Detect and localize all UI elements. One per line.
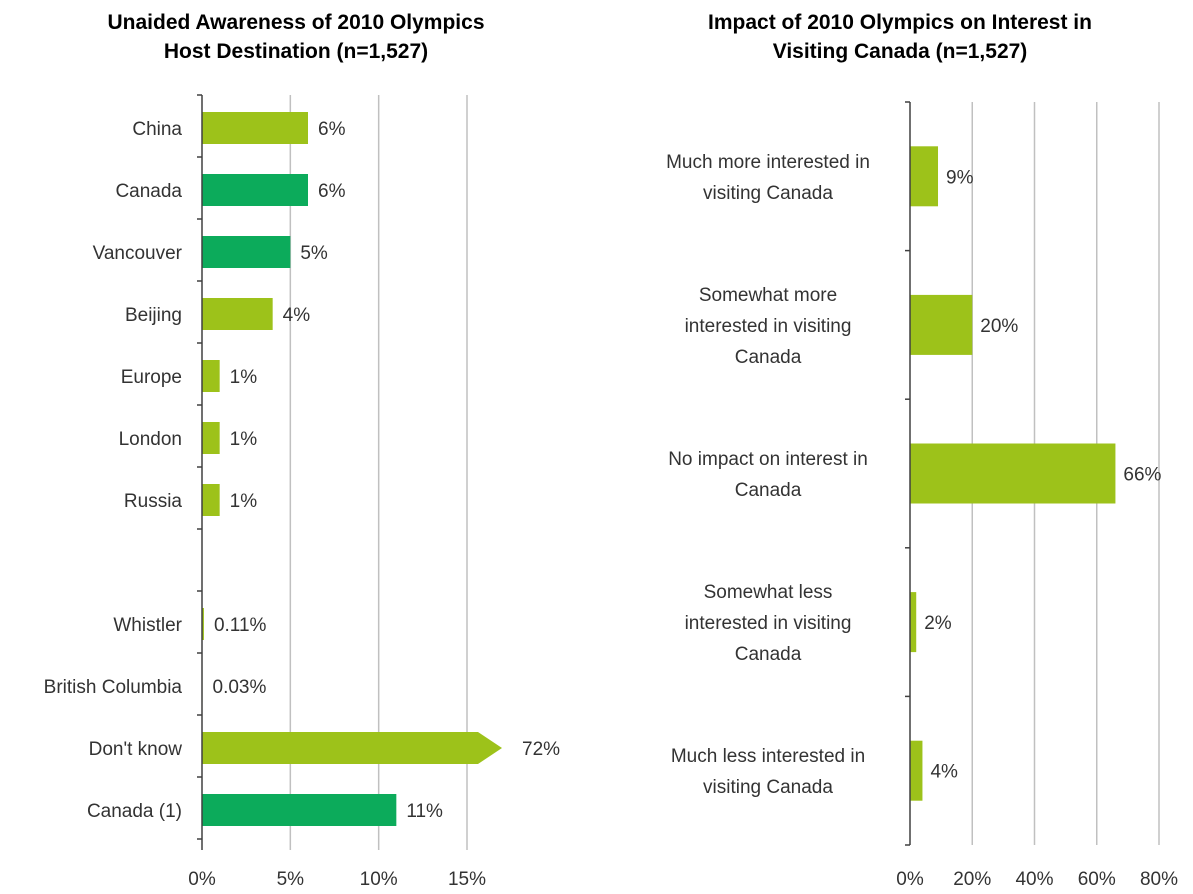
chart2-value-label: 20% <box>980 316 1018 337</box>
chart1-x-tick-label: 0% <box>188 869 216 890</box>
chart1-value-label: 6% <box>318 119 346 140</box>
chart1-value-labels: 6% 6% 5% 4% 1% 1% 1% 0.11% 0.03% 72% 11% <box>213 119 561 822</box>
chart2-title-line1: Impact of 2010 Olympics on Interest in <box>708 11 1092 34</box>
chart1-category-label: Don't know <box>89 739 183 760</box>
chart1-value-label: 1% <box>230 491 258 512</box>
chart1-bar <box>202 298 273 330</box>
chart1-bar <box>202 484 220 516</box>
chart1-axis <box>197 94 203 850</box>
chart2-x-tick-label: 20% <box>953 869 991 890</box>
chart2-bars <box>910 146 1116 801</box>
chart1-category-label: Whistler <box>113 615 182 636</box>
chart1-bar-truncated <box>202 732 502 764</box>
chart2-category-label: Much more interested in visiting Canada <box>666 152 870 204</box>
chart2-x-tick-label: 40% <box>1015 869 1053 890</box>
chart1-bar <box>202 360 220 392</box>
chart1-category-label: Vancouver <box>93 243 183 264</box>
chart2-category-label: No impact on interest in Canada <box>668 449 868 501</box>
chart1-bars <box>202 112 502 826</box>
chart1-value-label: 6% <box>318 181 346 202</box>
chart2-category-label: Somewhat more interested in visiting Canad… <box>685 285 852 368</box>
chart1-value-label: 5% <box>300 243 328 264</box>
chart1-category-labels: China Canada Vancouver Beijing Europe London R… <box>44 119 183 822</box>
chart2-bar <box>910 443 1116 504</box>
chart2-bar <box>910 740 923 801</box>
chart1-value-label: 1% <box>230 429 258 450</box>
chart2-category-label: Somewhat less interested in visiting Canad… <box>685 582 852 665</box>
chart1-value-label: 4% <box>283 305 311 326</box>
chart1-category-label: China <box>132 119 182 140</box>
chart2-value-label: 2% <box>924 613 952 634</box>
chart2-category-labels: Much more interested in visiting Canada So… <box>666 152 870 798</box>
chart1-bar <box>202 236 291 268</box>
chart1-x-tick-labels: 0% 5% 10% 15% <box>188 869 486 890</box>
chart1-bar <box>202 112 308 144</box>
chart1-gridlines <box>289 95 468 850</box>
chart1-category-label: Canada <box>115 181 182 202</box>
chart1-x-tick-label: 5% <box>277 869 305 890</box>
chart1-x-tick-label: 15% <box>448 869 486 890</box>
chart2-bar <box>910 146 939 207</box>
chart2-x-tick-label: 60% <box>1078 869 1116 890</box>
chart2-value-labels: 9% 20% 66% 2% 4% <box>924 167 1161 782</box>
chart1-category-label: Beijing <box>125 305 182 326</box>
chart1-value-label: 72% <box>522 739 560 760</box>
chart2-x-tick-label: 80% <box>1140 869 1178 890</box>
chart1-category-label: Europe <box>121 367 182 388</box>
chart1-title-line2: Host Destination (n=1,527) <box>164 40 428 63</box>
chart1-category-label: London <box>119 429 182 450</box>
chart2-bar <box>910 592 917 653</box>
chart1-value-label: 11% <box>406 801 443 822</box>
chart1-category-label: British Columbia <box>44 677 183 698</box>
chart2-value-label: 4% <box>930 762 958 783</box>
chart1-bar <box>202 608 204 640</box>
interest-chart: Impact of 2010 Olympics on Interest in V… <box>666 11 1178 890</box>
chart1-bar <box>202 422 220 454</box>
chart1-category-label: Canada (1) <box>87 801 182 822</box>
chart1-bar <box>202 174 308 206</box>
chart2-x-tick-label: 0% <box>896 869 924 890</box>
chart2-title-line2: Visiting Canada (n=1,527) <box>773 40 1028 63</box>
chart1-category-label: Russia <box>124 491 183 512</box>
chart1-x-tick-label: 10% <box>360 869 398 890</box>
chart2-axis <box>905 101 911 846</box>
chart2-value-label: 66% <box>1123 465 1161 486</box>
chart1-value-label: 1% <box>230 367 258 388</box>
awareness-chart: Unaided Awareness of 2010 Olympics Host … <box>44 11 560 890</box>
chart2-bar <box>910 294 973 355</box>
chart2-category-label: Much less interested in visiting Canada <box>671 746 865 798</box>
chart1-title-line1: Unaided Awareness of 2010 Olympics <box>108 11 485 34</box>
chart1-value-label: 0.03% <box>213 677 267 698</box>
chart2-value-label: 9% <box>946 167 974 188</box>
chart2-x-tick-labels: 0% 20% 40% 60% 80% <box>896 869 1178 890</box>
chart1-value-label: 0.11% <box>214 615 267 636</box>
chart1-bar <box>202 794 397 826</box>
